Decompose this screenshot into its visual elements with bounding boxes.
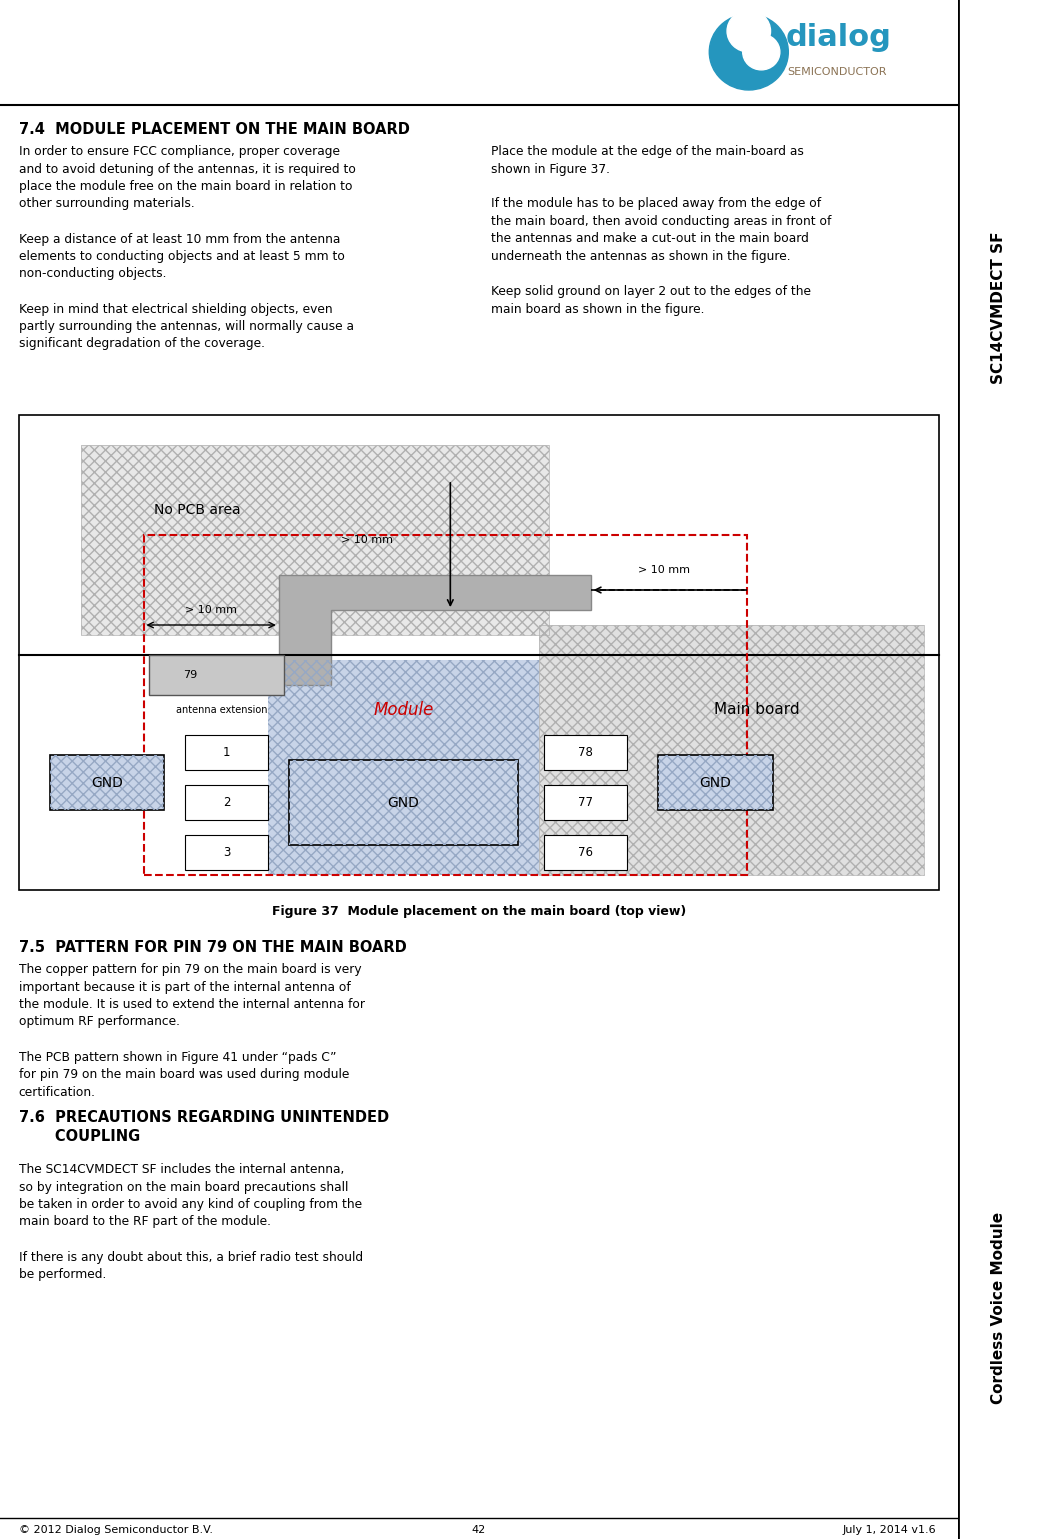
Text: In order to ensure FCC compliance, proper coverage
and to avoid detuning of the : In order to ensure FCC compliance, prope…: [19, 145, 356, 351]
Text: 1: 1: [223, 745, 231, 759]
Bar: [289, 760, 518, 845]
Polygon shape: [279, 576, 591, 685]
Text: Module: Module: [373, 700, 434, 719]
Bar: [289, 760, 518, 845]
Circle shape: [743, 34, 780, 69]
Text: © 2012 Dialog Semiconductor B.V.: © 2012 Dialog Semiconductor B.V.: [19, 1525, 213, 1534]
Text: 42: 42: [471, 1525, 486, 1534]
Text: The SC14CVMDECT SF includes the internal antenna,
so by integration on the main : The SC14CVMDECT SF includes the internal…: [19, 1163, 363, 1280]
Text: GND: GND: [388, 796, 419, 810]
Text: GND: GND: [700, 776, 731, 790]
Bar: [268, 660, 539, 876]
Text: > 10 mm: > 10 mm: [341, 536, 393, 545]
Text: July 1, 2014 v1.6: July 1, 2014 v1.6: [842, 1525, 936, 1534]
Bar: [544, 836, 627, 870]
Text: antenna extension: antenna extension: [176, 705, 267, 716]
Text: > 10 mm: > 10 mm: [638, 565, 690, 576]
Text: SC14CVMDECT SF: SC14CVMDECT SF: [991, 231, 1007, 385]
Bar: [658, 756, 773, 810]
Bar: [149, 656, 284, 696]
Text: 77: 77: [578, 796, 593, 808]
Bar: [19, 416, 939, 890]
Text: 78: 78: [578, 745, 593, 759]
Bar: [268, 660, 539, 876]
Bar: [185, 736, 268, 770]
Text: 79: 79: [183, 669, 198, 680]
Text: 2: 2: [223, 796, 231, 808]
Bar: [544, 736, 627, 770]
Text: No PCB area: No PCB area: [154, 503, 240, 517]
Bar: [50, 756, 164, 810]
Text: 7.6  PRECAUTIONS REGARDING UNINTENDED
       COUPLING: 7.6 PRECAUTIONS REGARDING UNINTENDED COU…: [19, 1110, 389, 1143]
Bar: [185, 785, 268, 820]
Text: > 10 mm: > 10 mm: [185, 605, 237, 616]
Text: Main board: Main board: [714, 702, 800, 717]
Text: SEMICONDUCTOR: SEMICONDUCTOR: [787, 68, 887, 77]
Text: Cordless Voice Module: Cordless Voice Module: [991, 1213, 1007, 1404]
Text: 3: 3: [223, 845, 231, 859]
Bar: [658, 756, 773, 810]
Bar: [544, 785, 627, 820]
Text: Figure 37  Module placement on the main board (top view): Figure 37 Module placement on the main b…: [271, 905, 686, 917]
Text: dialog: dialog: [785, 23, 891, 52]
Text: 7.4  MODULE PLACEMENT ON THE MAIN BOARD: 7.4 MODULE PLACEMENT ON THE MAIN BOARD: [19, 122, 410, 137]
Bar: [539, 625, 924, 876]
Bar: [185, 836, 268, 870]
Text: 7.5  PATTERN FOR PIN 79 ON THE MAIN BOARD: 7.5 PATTERN FOR PIN 79 ON THE MAIN BOARD: [19, 940, 407, 956]
Bar: [539, 625, 924, 876]
Circle shape: [727, 11, 771, 52]
Bar: [81, 445, 549, 636]
Bar: [144, 536, 747, 876]
Text: 76: 76: [578, 845, 593, 859]
Bar: [81, 445, 549, 636]
Circle shape: [709, 14, 788, 89]
Text: The copper pattern for pin 79 on the main board is very
important because it is : The copper pattern for pin 79 on the mai…: [19, 963, 365, 1099]
Bar: [50, 756, 164, 810]
Text: Place the module at the edge of the main-board as
shown in Figure 37.

If the mo: Place the module at the edge of the main…: [491, 145, 831, 315]
Text: GND: GND: [92, 776, 123, 790]
